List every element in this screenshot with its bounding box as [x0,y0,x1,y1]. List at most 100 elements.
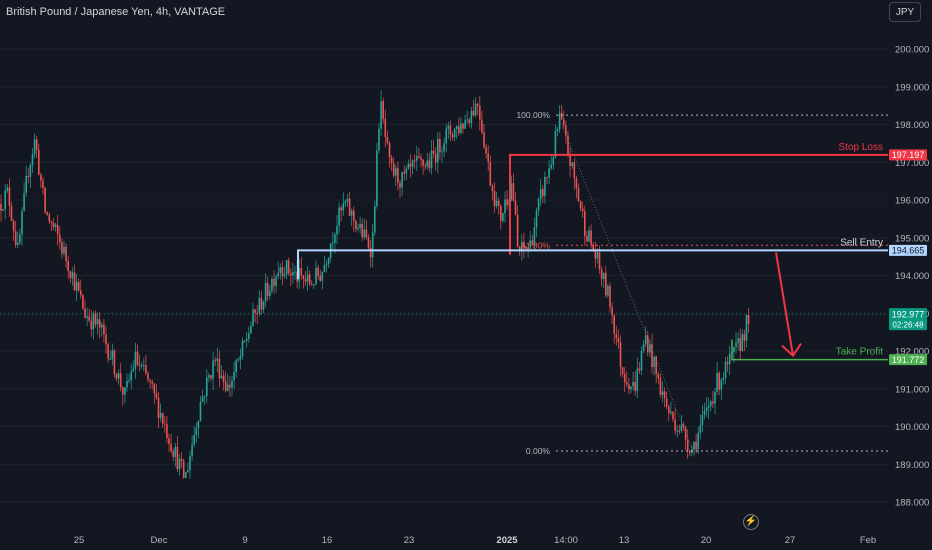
candle-body [634,381,636,391]
candle-body [327,257,330,265]
candle-body [283,274,286,277]
candle-body [117,373,120,379]
candle-body [277,272,279,277]
candle-body [479,105,481,120]
candle-body [424,165,426,167]
candle-body [67,260,69,271]
candle-body [565,125,567,136]
candles [0,90,750,479]
candle-body [35,139,38,150]
candle-body [663,391,666,399]
candle-body [103,324,105,335]
candle-body [636,368,639,391]
candle-body [119,373,122,388]
candle-body [266,283,269,297]
candle-body [145,365,147,374]
candle-body [462,123,464,129]
candle-body [107,344,109,360]
y-tick-label: 189.000 [895,460,929,471]
candle-body [315,267,317,285]
candle-body [229,384,231,388]
candle-body [323,265,326,273]
candle-body [52,222,55,227]
candle-body [432,150,435,154]
candle-body [357,227,359,230]
x-tick-label: 25 [74,535,85,546]
candle-body [728,353,731,365]
candle-body [258,298,261,314]
stop-loss-text: Stop Loss [839,142,883,153]
candle-body [525,247,527,249]
candle-body [334,234,336,243]
candle-body [506,199,508,206]
candle-body [747,314,750,324]
lightning-icon[interactable]: ⚡ [743,514,759,530]
candle-body [428,160,431,169]
candle-body [607,285,609,296]
x-tick-label: 20 [701,535,712,546]
candle-body [563,119,565,126]
candle-body [105,334,107,345]
y-tick-label: 199.000 [895,82,929,93]
fib-trend-line [557,114,694,452]
candle-body [422,159,424,166]
candle-body [111,350,114,359]
candle-body [567,135,569,155]
candle-body [527,247,529,249]
candle-body [380,101,382,129]
candle-body [185,472,187,479]
currency-button[interactable]: JPY [889,2,921,22]
candle-body [4,190,6,210]
candle-body [407,163,410,169]
candle-body [401,172,403,188]
candle-body [474,103,477,116]
candle-body [546,176,548,178]
candle-body [554,131,557,158]
candle-body [239,356,242,360]
candle-body [168,438,170,444]
candle-body [134,351,137,369]
candle-body [214,360,216,362]
y-tick-label: 197.000 [895,158,929,169]
candle-body [598,252,601,270]
sell-entry-price-tag: 194.665 [892,246,925,256]
candle-body [23,192,25,212]
candle-body [235,360,237,373]
candle-body [77,282,80,291]
candle-body [302,275,305,280]
candle-body [493,191,496,207]
candle-body [445,128,447,144]
candle-body [216,358,219,361]
candle-body [451,134,454,138]
candle-body [262,301,265,310]
candle-body [682,424,685,428]
candle-body [497,200,500,206]
y-tick-label: 195.000 [895,233,929,244]
candle-body [279,267,282,273]
candle-body [716,373,718,392]
candle-body [245,338,248,341]
sell-entry-line [297,249,888,280]
candle-body [161,413,164,424]
candle-body [476,103,479,106]
candle-body [594,250,597,259]
candle-body [733,346,735,352]
candle-body [659,378,662,395]
candle-body [208,375,210,378]
candle-body [374,206,376,233]
candle-body [210,375,212,379]
candle-body [237,359,240,361]
fib-level-label: 61.80% [521,240,550,250]
candle-body [573,162,576,179]
candle-body [203,396,206,398]
candle-body [418,156,420,158]
candle-body [54,224,57,227]
candle-body [248,333,250,339]
candle-body [124,387,126,395]
candle-body [56,224,59,235]
candle-body [430,150,433,169]
candle-body [600,269,603,280]
candle-body [367,237,370,248]
candle-body [455,126,458,129]
